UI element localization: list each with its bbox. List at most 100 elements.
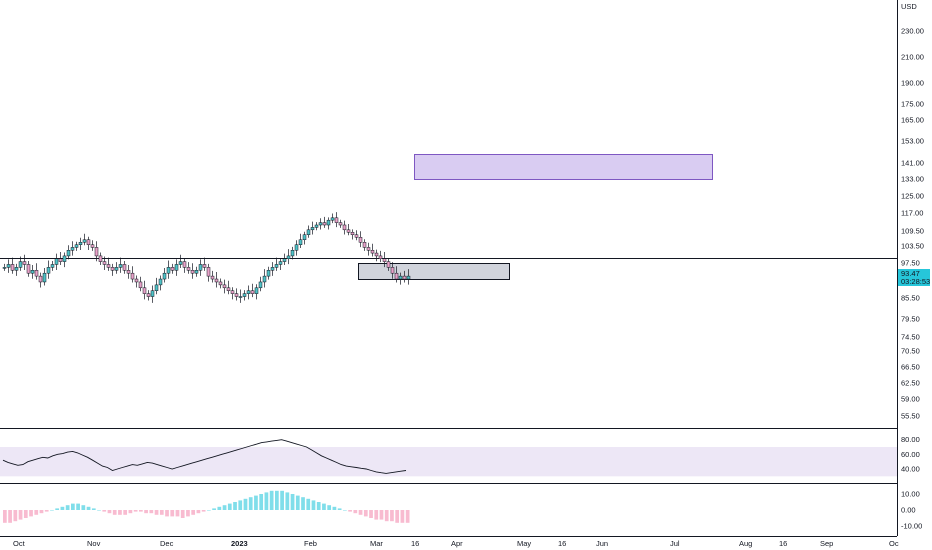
macd-bar xyxy=(97,510,101,511)
candle-body xyxy=(182,261,187,268)
macd-bar xyxy=(264,492,269,510)
time-axis[interactable]: Oct Nov Dec 2023 Feb Mar 16 Apr May 16 Jun Jul Aug 16… xyxy=(13,539,899,548)
rsi-line xyxy=(2,439,407,474)
macd-bar xyxy=(159,510,164,515)
candle-body xyxy=(202,264,207,268)
rsi-tick-label: 60.00 xyxy=(901,450,920,459)
macd-bar xyxy=(238,500,243,510)
price-tick-label: 59.00 xyxy=(901,395,920,404)
macd-bar xyxy=(254,495,258,510)
macd-bar xyxy=(39,510,44,514)
candle-body xyxy=(266,270,271,277)
candle-body xyxy=(6,264,11,268)
candle-body xyxy=(178,261,183,265)
price-tick-label: 230.00 xyxy=(901,27,924,36)
candle-body xyxy=(358,237,363,243)
time-tick-label: Sep xyxy=(820,539,833,548)
target-zone-rectangle[interactable] xyxy=(414,154,713,180)
price-tick-label: 55.50 xyxy=(901,412,920,421)
macd-bar xyxy=(81,505,86,510)
candle-body xyxy=(86,239,91,245)
price-tick-label: 125.00 xyxy=(901,192,924,201)
macd-bar xyxy=(374,510,379,520)
candle-body xyxy=(262,275,267,283)
time-tick-label: 16 xyxy=(558,539,566,548)
rsi-band xyxy=(0,447,897,477)
candle-body xyxy=(194,270,199,274)
macd-bar xyxy=(123,510,128,515)
candle-body xyxy=(58,258,63,262)
price-tick-label: 103.50 xyxy=(901,242,924,251)
candle-body xyxy=(274,264,279,268)
price-tick-label: 97.50 xyxy=(901,259,920,268)
support-zone-rectangle[interactable] xyxy=(358,263,510,280)
macd-bar xyxy=(285,492,290,510)
macd-bar xyxy=(343,510,347,511)
macd-bar xyxy=(322,503,326,510)
price-tick-label: 66.50 xyxy=(901,363,920,372)
candle-body xyxy=(94,247,99,257)
macd-bar xyxy=(269,490,274,510)
candle-body xyxy=(318,222,323,226)
macd-bar xyxy=(65,505,70,510)
macd-bar xyxy=(118,510,122,515)
macd-bar xyxy=(327,505,332,510)
macd-bar xyxy=(91,508,96,510)
macd-bar xyxy=(248,497,253,510)
macd-bar xyxy=(23,510,28,518)
candle-body xyxy=(102,261,107,265)
candle-body xyxy=(302,234,307,240)
candle-body xyxy=(110,267,115,271)
macd-bar xyxy=(107,510,112,514)
macd-bar xyxy=(76,503,80,510)
candle-body xyxy=(54,258,59,265)
time-tick-label: May xyxy=(517,539,531,548)
candle-body xyxy=(114,267,119,271)
macd-bar xyxy=(363,510,368,517)
price-axis[interactable]: 230.00 210.00 190.00 175.00 165.00 153.00 141.… xyxy=(901,27,924,421)
candlestick-series xyxy=(2,212,411,303)
macd-bar xyxy=(50,510,54,511)
candle-body xyxy=(270,267,275,271)
candle-body xyxy=(10,264,15,271)
macd-bar xyxy=(112,510,117,515)
macd-bar xyxy=(144,510,148,514)
macd-bar xyxy=(86,506,91,510)
candle-body xyxy=(214,278,219,283)
candle-body xyxy=(166,267,171,274)
candle-body xyxy=(190,270,195,274)
candle-body xyxy=(254,287,259,294)
candle-body xyxy=(294,244,299,251)
candle-body xyxy=(350,232,355,235)
candle-body xyxy=(154,284,159,291)
candle-body xyxy=(170,267,175,271)
candle-body xyxy=(18,261,23,268)
rsi-tick-label: 40.00 xyxy=(901,465,920,474)
candle-body xyxy=(98,255,103,262)
macd-bar xyxy=(222,505,227,510)
price-tick-label: 165.00 xyxy=(901,116,924,125)
macd-bar xyxy=(8,510,12,523)
candle-body xyxy=(26,264,31,274)
macd-bar xyxy=(316,502,321,510)
macd-bar xyxy=(295,495,300,510)
price-tick-label: 62.50 xyxy=(901,379,920,388)
candle-body xyxy=(106,264,111,268)
macd-bar xyxy=(170,510,175,517)
time-tick-label: Mar xyxy=(370,539,383,548)
macd-bar xyxy=(400,510,405,523)
price-tick-label: 70.50 xyxy=(901,347,920,356)
macd-bar xyxy=(149,510,154,514)
macd-bar xyxy=(44,510,49,512)
candle-body xyxy=(198,264,203,271)
time-tick-label: Jun xyxy=(596,539,608,548)
candle-body xyxy=(310,227,315,231)
macd-bar xyxy=(311,500,316,510)
candle-body xyxy=(342,224,347,231)
macd-bar xyxy=(196,510,201,514)
candle-body xyxy=(50,264,55,268)
macd-bar xyxy=(337,508,342,510)
candle-body xyxy=(174,264,179,271)
price-tick-label: 141.00 xyxy=(901,159,924,168)
